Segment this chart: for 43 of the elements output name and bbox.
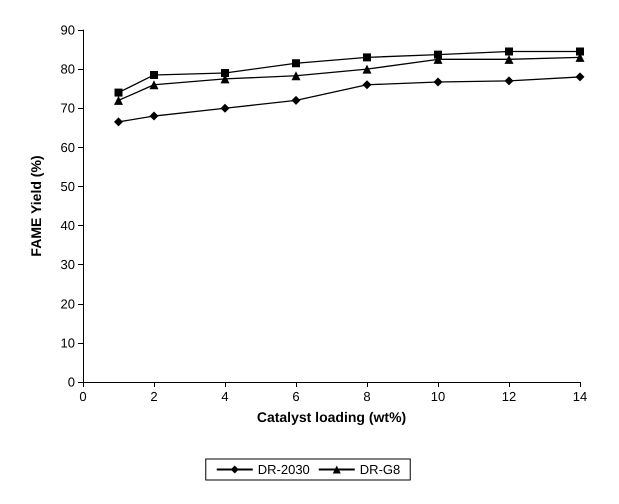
point — [220, 104, 230, 113]
point — [504, 54, 514, 64]
y-tick-label: 50 — [60, 178, 75, 194]
x-tick-label: 12 — [502, 389, 516, 404]
y-tick-label: 80 — [60, 62, 75, 77]
point — [434, 50, 442, 59]
y-axis-title: FAME Yield (%) — [28, 155, 44, 257]
x-tick-label: 0 — [79, 389, 87, 404]
x-tick-label: 2 — [150, 389, 158, 404]
point — [292, 96, 300, 105]
point — [576, 72, 584, 82]
x-tick-label: 14 — [572, 389, 588, 404]
y-tick-label: 0 — [68, 374, 75, 390]
y-tick-label: 70 — [60, 100, 75, 116]
point — [150, 112, 158, 121]
y-tick-label: 10 — [60, 335, 75, 350]
x-axis-title: Catalyst loading (wt%) — [256, 409, 406, 425]
legend-label: DR-G8 — [360, 462, 400, 477]
point — [114, 117, 123, 126]
point — [114, 88, 122, 97]
point — [114, 96, 123, 105]
point — [150, 80, 158, 90]
point — [434, 78, 442, 87]
point — [362, 80, 372, 90]
x-tick-label: 8 — [363, 389, 371, 404]
x-tick-label: 4 — [221, 389, 229, 404]
y-tick-label: 60 — [60, 140, 75, 155]
point — [363, 53, 371, 62]
point — [505, 48, 513, 56]
y-tick-label: 90 — [60, 22, 75, 38]
point — [221, 69, 229, 78]
point — [150, 70, 158, 79]
y-tick-label: 30 — [60, 257, 75, 272]
y-tick-label: 20 — [60, 296, 75, 312]
x-tick-label: 6 — [292, 389, 300, 404]
point — [362, 64, 372, 74]
point — [292, 59, 300, 68]
legend-label: DR-2030 — [258, 462, 310, 477]
point — [292, 71, 300, 80]
point — [504, 76, 514, 86]
y-tick-label: 40 — [60, 218, 75, 234]
x-tick-label: 10 — [430, 389, 446, 404]
point — [576, 48, 584, 56]
